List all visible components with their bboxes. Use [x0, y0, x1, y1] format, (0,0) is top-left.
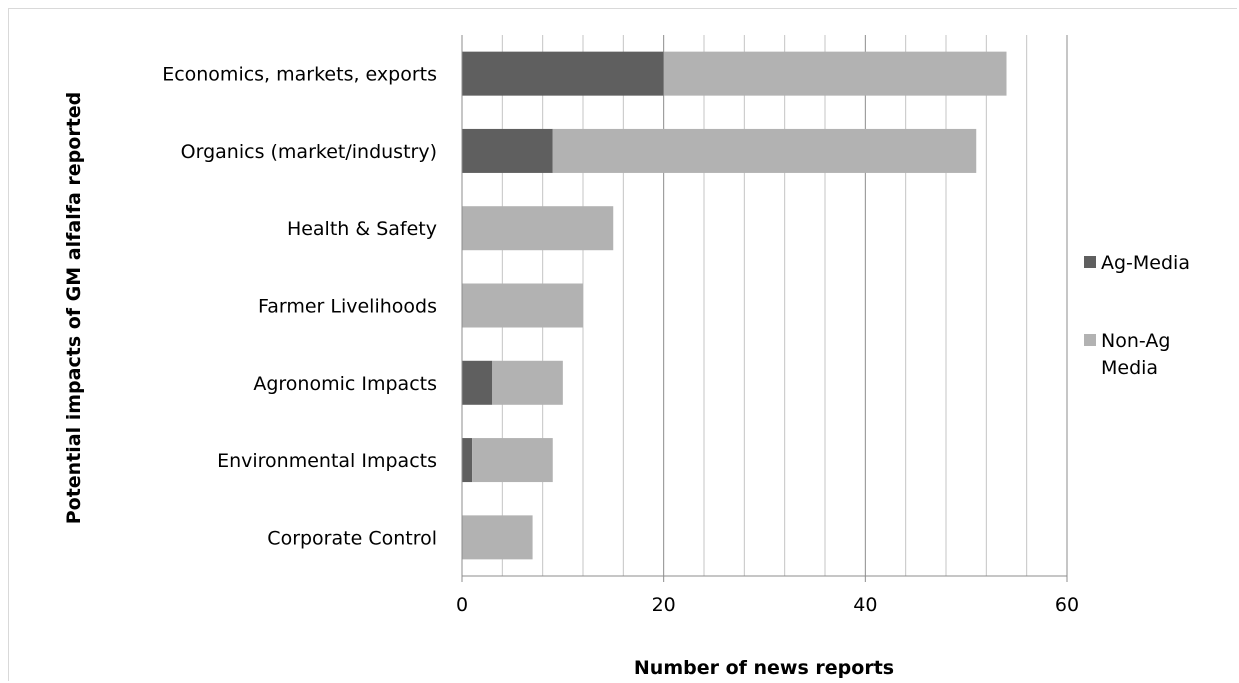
bar-non-ag-media — [492, 360, 563, 405]
y-tick-label: Corporate Control — [267, 527, 437, 549]
x-axis-title: Number of news reports — [634, 657, 894, 679]
bar-ag-media — [462, 438, 473, 483]
axis-layer: 0 20 40 60 Economics, markets, exports Organi… — [162, 35, 1079, 616]
legend: Ag-Media Non-Ag Media — [1084, 252, 1190, 379]
y-tick-label: Environmental Impacts — [217, 450, 437, 472]
bar-ag-media — [462, 128, 553, 173]
legend-swatch — [1084, 334, 1096, 346]
x-tick-label: 0 — [456, 594, 468, 616]
bar-non-ag-media — [462, 515, 533, 560]
bars-layer — [462, 51, 1007, 560]
y-tick-label: Farmer Livelihoods — [258, 296, 437, 318]
bar-non-ag-media — [663, 51, 1007, 96]
legend-label: Ag-Media — [1101, 252, 1190, 274]
y-tick-label: Agronomic Impacts — [253, 373, 437, 395]
bar-ag-media — [462, 360, 493, 405]
chart-frame — [8, 8, 1237, 681]
x-tick-label: 40 — [853, 594, 877, 616]
legend-label: Non-Ag — [1101, 330, 1170, 352]
bar-ag-media — [462, 51, 664, 96]
bar-non-ag-media — [462, 283, 583, 328]
y-tick-label: Health & Safety — [287, 218, 437, 240]
legend-label: Media — [1101, 357, 1158, 379]
x-tick-label: 20 — [652, 594, 676, 616]
y-tick-label: Economics, markets, exports — [162, 64, 437, 86]
legend-swatch — [1084, 256, 1096, 268]
bar-non-ag-media — [552, 128, 977, 173]
grid-layer — [501, 35, 1068, 576]
x-tick-label: 60 — [1055, 594, 1079, 616]
y-tick-label: Organics (market/industry) — [181, 141, 437, 163]
y-axis-title: Potential impacts of GM alfalfa reported — [63, 92, 85, 525]
bar-non-ag-media — [462, 206, 614, 251]
bar-non-ag-media — [472, 438, 553, 483]
